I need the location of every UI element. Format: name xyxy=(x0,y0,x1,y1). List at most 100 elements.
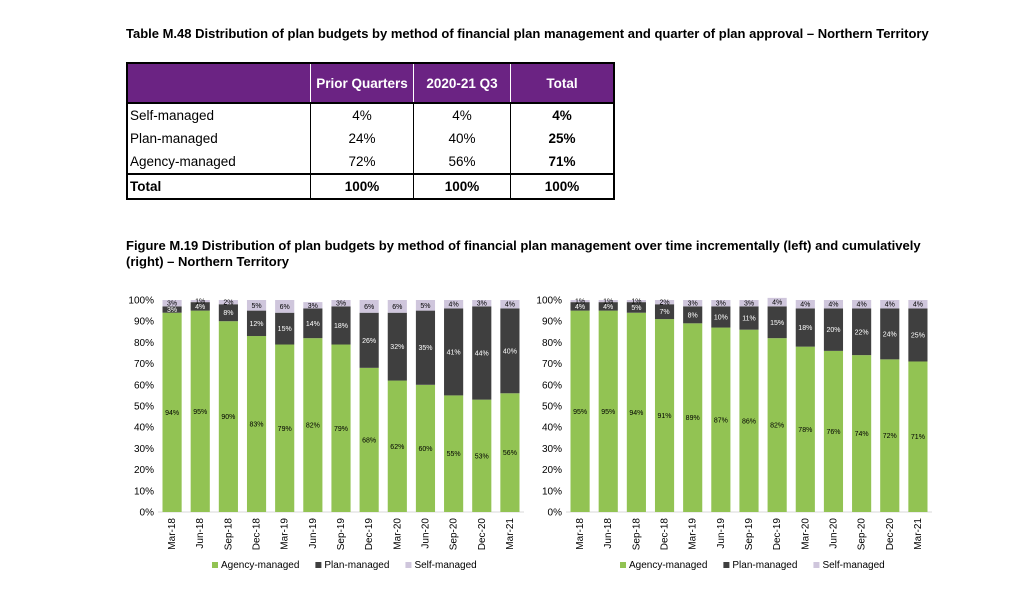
data-label: 60% xyxy=(418,446,432,453)
data-label: 18% xyxy=(798,325,812,332)
data-label: 3% xyxy=(477,301,487,308)
legend-swatch xyxy=(620,562,626,568)
data-label: 83% xyxy=(250,422,264,429)
x-tick-label: Sep-19 xyxy=(336,518,347,551)
y-tick-label: 100% xyxy=(128,296,154,307)
data-label: 68% xyxy=(362,437,376,444)
bar-self-managed xyxy=(331,300,351,307)
bar-self-managed xyxy=(500,300,520,309)
legend-label: Agency-managed xyxy=(629,560,707,571)
data-label: 56% xyxy=(503,450,517,457)
bar-agency-managed xyxy=(823,350,844,512)
data-label: 4% xyxy=(913,302,923,309)
bar-self-managed xyxy=(683,300,703,307)
data-label: 12% xyxy=(250,321,264,328)
bar-agency-managed xyxy=(472,399,492,512)
data-label: 41% xyxy=(447,349,461,356)
bar-agency-managed xyxy=(303,338,323,512)
cell-q3: 40% xyxy=(413,127,511,150)
y-tick-label: 70% xyxy=(134,359,154,370)
data-label: 35% xyxy=(418,345,432,352)
data-label: 11% xyxy=(742,316,756,323)
x-tick-label: Mar-20 xyxy=(800,518,811,550)
bar-agency-managed xyxy=(626,312,646,512)
header-2020-21-q3: 2020-21 Q3 xyxy=(413,63,511,103)
data-label: 3% xyxy=(167,307,177,314)
bar-plan-managed xyxy=(303,308,323,339)
legend-swatch xyxy=(315,562,322,568)
bar-plan-managed xyxy=(162,306,182,313)
bar-self-managed xyxy=(218,300,238,305)
data-label: 4% xyxy=(449,302,459,309)
data-label: 95% xyxy=(573,409,587,416)
x-tick-label: Sep-19 xyxy=(744,518,755,551)
data-label: 15% xyxy=(770,320,784,327)
y-tick-label: 50% xyxy=(134,402,154,413)
bar-agency-managed xyxy=(275,344,295,512)
data-label: 4% xyxy=(800,302,810,309)
row-label: Plan-managed xyxy=(126,127,311,150)
bar-plan-managed xyxy=(246,310,267,337)
bar-agency-managed xyxy=(218,321,238,512)
bar-self-managed xyxy=(626,300,646,303)
x-tick-label: Dec-18 xyxy=(252,518,263,551)
data-label: 3% xyxy=(744,301,754,308)
cell-q3: 56% xyxy=(413,150,511,174)
data-label: 7% xyxy=(659,309,669,316)
row-label: Self-managed xyxy=(126,103,311,127)
data-label: 1% xyxy=(195,299,205,306)
cell-total: 71% xyxy=(510,150,615,174)
y-tick-label: 80% xyxy=(134,338,154,349)
y-tick-label: 90% xyxy=(134,317,154,328)
data-label: 82% xyxy=(306,423,320,430)
row-label: Agency-managed xyxy=(126,150,311,174)
data-label: 72% xyxy=(883,433,897,440)
row-label: Total xyxy=(126,174,311,199)
data-label: 3% xyxy=(716,301,726,308)
bar-agency-managed xyxy=(190,310,210,512)
data-label: 1% xyxy=(603,299,613,306)
legend-label: Agency-managed xyxy=(221,560,299,571)
data-label: 8% xyxy=(223,310,233,317)
data-label: 22% xyxy=(855,329,869,336)
data-label: 14% xyxy=(306,321,320,328)
x-tick-label: Mar-21 xyxy=(913,518,924,550)
bar-plan-managed xyxy=(500,308,520,394)
bar-agency-managed xyxy=(598,310,618,512)
data-label: 79% xyxy=(278,426,292,433)
data-label: 94% xyxy=(165,410,179,417)
y-tick-label: 100% xyxy=(536,296,562,307)
bar-plan-managed xyxy=(387,312,407,381)
cell-total: 100% xyxy=(510,174,614,199)
data-label: 5% xyxy=(631,305,641,312)
plan-budget-table: Prior Quarters 2020-21 Q3 Total Self-man… xyxy=(126,62,615,200)
data-label: 5% xyxy=(420,303,430,310)
bar-agency-managed xyxy=(908,361,928,512)
data-label: 94% xyxy=(629,410,643,417)
legend-label: Plan-managed xyxy=(732,560,797,571)
data-label: 91% xyxy=(658,413,672,420)
bar-plan-managed xyxy=(275,312,295,345)
cell-q3: 100% xyxy=(413,174,511,199)
x-tick-label: Dec-20 xyxy=(477,518,488,551)
bar-plan-managed xyxy=(795,308,815,347)
table-header-row: Prior Quarters 2020-21 Q3 Total xyxy=(126,63,614,103)
x-tick-label: Jun-18 xyxy=(195,518,206,549)
legend-label: Self-managed xyxy=(414,560,476,571)
data-label: 5% xyxy=(251,303,261,310)
data-label: 4% xyxy=(772,300,782,307)
table-row: Agency-managed 72% 56% 71% xyxy=(126,150,615,174)
data-label: 71% xyxy=(911,434,925,441)
header-total: Total xyxy=(510,63,614,103)
bar-self-managed xyxy=(444,300,464,309)
data-label: 6% xyxy=(364,304,374,311)
bar-plan-managed xyxy=(218,304,238,322)
table-caption: Table M.48 Distribution of plan budgets … xyxy=(126,26,929,41)
x-tick-label: Dec-19 xyxy=(772,518,783,551)
data-label: 20% xyxy=(826,327,840,334)
data-label: 3% xyxy=(688,301,698,308)
bar-plan-managed xyxy=(359,312,379,368)
cell-prior: 24% xyxy=(310,127,414,150)
y-tick-label: 60% xyxy=(134,380,154,391)
bar-self-managed xyxy=(852,300,872,309)
